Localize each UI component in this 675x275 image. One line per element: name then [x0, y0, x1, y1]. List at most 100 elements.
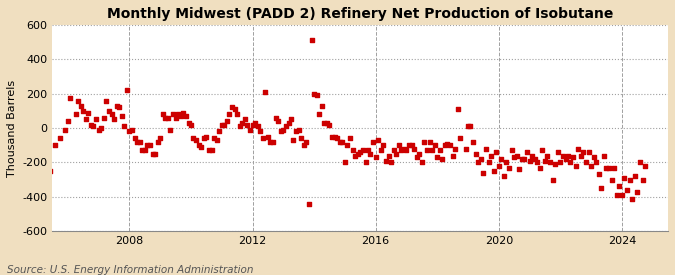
Point — [198, 136, 209, 141]
Point — [286, 117, 296, 122]
Point — [609, 165, 620, 170]
Point — [419, 140, 430, 144]
Point — [106, 112, 117, 117]
Point — [504, 165, 514, 170]
Point — [455, 136, 466, 141]
Point — [283, 121, 294, 125]
Point — [603, 165, 614, 170]
Point — [232, 112, 242, 117]
Point — [134, 140, 145, 144]
Point — [396, 148, 406, 153]
Point — [558, 153, 568, 158]
Point — [516, 157, 527, 161]
Point — [103, 109, 114, 113]
Point — [506, 148, 517, 153]
Point — [570, 164, 581, 168]
Point — [196, 145, 207, 149]
Point — [383, 153, 394, 158]
Point — [280, 124, 291, 128]
Point — [211, 138, 222, 142]
Point — [524, 158, 535, 163]
Point — [488, 169, 499, 173]
Point — [468, 140, 479, 144]
Point — [378, 143, 389, 147]
Point — [73, 98, 84, 103]
Point — [144, 143, 155, 147]
Point — [91, 117, 102, 122]
Point — [180, 114, 191, 118]
Point — [606, 177, 617, 182]
Point — [593, 172, 604, 177]
Point — [483, 160, 494, 165]
Point — [432, 155, 443, 160]
Point — [619, 176, 630, 180]
Y-axis label: Thousand Barrels: Thousand Barrels — [7, 79, 17, 177]
Point — [142, 143, 153, 147]
Point — [360, 160, 371, 165]
Point — [422, 148, 433, 153]
Point — [448, 153, 458, 158]
Point — [183, 121, 194, 125]
Point — [368, 140, 379, 144]
Point — [637, 177, 648, 182]
Point — [147, 152, 158, 156]
Point — [586, 164, 597, 168]
Point — [173, 112, 184, 117]
Point — [565, 160, 576, 165]
Point — [119, 124, 130, 128]
Point — [537, 148, 548, 153]
Point — [385, 160, 396, 165]
Point — [317, 103, 327, 108]
Point — [634, 160, 645, 165]
Point — [168, 112, 179, 117]
Point — [260, 90, 271, 94]
Point — [99, 116, 109, 120]
Point — [137, 148, 148, 153]
Point — [244, 128, 255, 132]
Point — [532, 160, 543, 165]
Point — [345, 136, 356, 141]
Point — [214, 129, 225, 134]
Point — [522, 150, 533, 154]
Point — [526, 153, 537, 158]
Point — [80, 117, 91, 122]
Point — [114, 105, 125, 110]
Point — [529, 157, 540, 161]
Point — [357, 148, 368, 153]
Point — [86, 122, 97, 127]
Point — [93, 128, 104, 132]
Point — [140, 148, 151, 153]
Point — [209, 136, 219, 141]
Point — [188, 136, 199, 141]
Point — [409, 147, 420, 151]
Title: Monthly Midwest (PADD 2) Refinery Net Production of Isobutane: Monthly Midwest (PADD 2) Refinery Net Pr… — [107, 7, 614, 21]
Point — [624, 177, 635, 182]
Point — [486, 153, 497, 158]
Point — [160, 116, 171, 120]
Point — [614, 184, 625, 189]
Point — [445, 143, 456, 147]
Point — [275, 129, 286, 134]
Point — [237, 121, 248, 125]
Point — [514, 167, 524, 172]
Point — [88, 124, 99, 128]
Point — [319, 121, 329, 125]
Point — [327, 134, 338, 139]
Point — [388, 148, 399, 153]
Point — [203, 148, 214, 153]
Point — [391, 152, 402, 156]
Point — [478, 170, 489, 175]
Point — [629, 174, 640, 178]
Point — [124, 129, 135, 134]
Point — [547, 177, 558, 182]
Point — [193, 143, 204, 147]
Point — [350, 153, 360, 158]
Point — [460, 147, 471, 151]
Point — [342, 143, 353, 147]
Point — [375, 148, 386, 153]
Point — [429, 143, 440, 147]
Point — [268, 140, 279, 144]
Point — [265, 140, 276, 144]
Point — [362, 148, 373, 153]
Point — [234, 124, 245, 128]
